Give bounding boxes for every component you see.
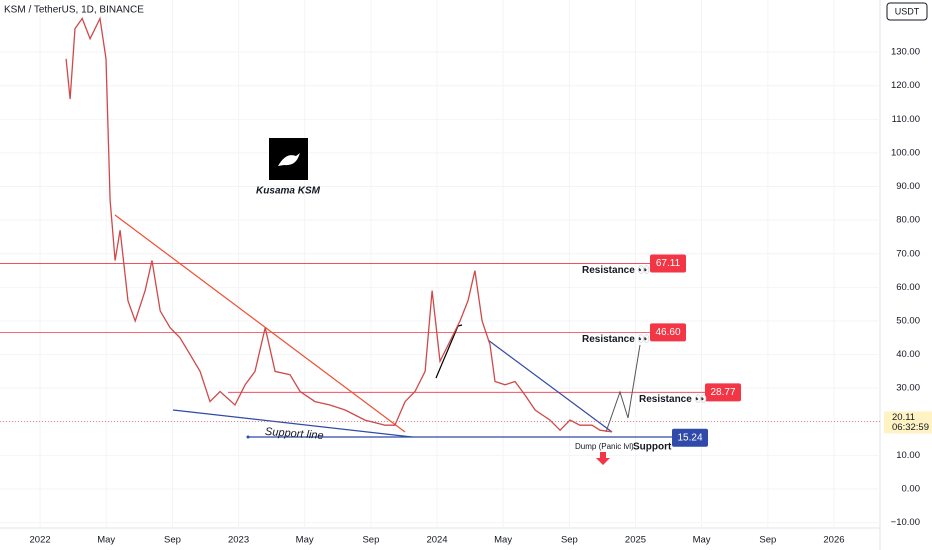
level-label-box	[705, 383, 741, 402]
level-value: 67.11	[656, 258, 681, 269]
x-tick-label: May	[693, 535, 711, 546]
last-price: 20.11	[892, 412, 915, 423]
x-tick-label: Sep	[362, 535, 379, 546]
projection-line	[605, 344, 641, 433]
y-tick-label: 80.00	[896, 215, 920, 226]
level-text: Resistance 👀	[582, 334, 650, 345]
x-tick-label: 2023	[228, 535, 249, 546]
y-tick-label: 0.00	[902, 484, 921, 495]
countdown: 06:32:59	[892, 422, 929, 433]
level-value: 28.77	[710, 387, 735, 398]
y-tick-label: 60.00	[896, 282, 920, 293]
x-tick-label: May	[296, 535, 314, 546]
y-tick-label: 110.00	[892, 114, 920, 125]
currency: USDT	[895, 6, 920, 16]
y-tick-label: 120.00	[891, 80, 920, 91]
x-tick-label: Sep	[164, 535, 181, 546]
logo-bird	[278, 153, 300, 166]
y-tick-label: 90.00	[896, 181, 920, 192]
y-tick-label: 30.00	[896, 383, 920, 394]
level-text: Resistance 👀	[639, 394, 707, 405]
x-tick-label: May	[494, 535, 512, 546]
y-tick-label: 100.00	[891, 147, 920, 158]
x-tick-label: May	[97, 535, 115, 546]
y-tick-label: 50.00	[896, 315, 920, 326]
annotation: Dump (Panic lvl)	[575, 442, 634, 451]
level-label-box	[650, 323, 686, 342]
level-value: 46.60	[655, 327, 680, 338]
x-tick-label: 2026	[823, 535, 844, 546]
x-tick-label: Sep	[759, 535, 776, 546]
level-text: Support	[633, 441, 672, 452]
logo-text: Kusama KSM	[256, 186, 321, 197]
level-label-box	[650, 254, 686, 273]
x-tick-label: Sep	[561, 535, 578, 546]
chart-title: KSM / TetherUS, 1D, BINANCE	[4, 5, 144, 16]
level-text: Resistance 👀	[582, 265, 650, 276]
currency-box	[886, 2, 928, 21]
y-tick-label: 40.00	[896, 349, 920, 360]
price-line	[65, 16, 613, 433]
y-tick-label: 130.00	[891, 47, 920, 58]
y-tick-label: −10.00	[891, 517, 920, 528]
level-label-box	[672, 428, 708, 447]
line-anchor	[246, 435, 250, 439]
trend-line	[114, 214, 406, 433]
last-price-box	[884, 411, 932, 434]
trend-line	[172, 409, 413, 438]
y-tick-label: 70.00	[896, 248, 920, 259]
level-value: 15.24	[677, 432, 702, 443]
down-arrow	[596, 452, 610, 465]
x-tick-label: 2024	[426, 535, 447, 546]
x-tick-label: 2025	[625, 535, 646, 546]
trend-line	[487, 339, 613, 433]
x-tick-label: 2022	[30, 535, 51, 546]
annotation: Support line	[265, 426, 324, 442]
y-tick-label: 10.00	[896, 450, 920, 461]
